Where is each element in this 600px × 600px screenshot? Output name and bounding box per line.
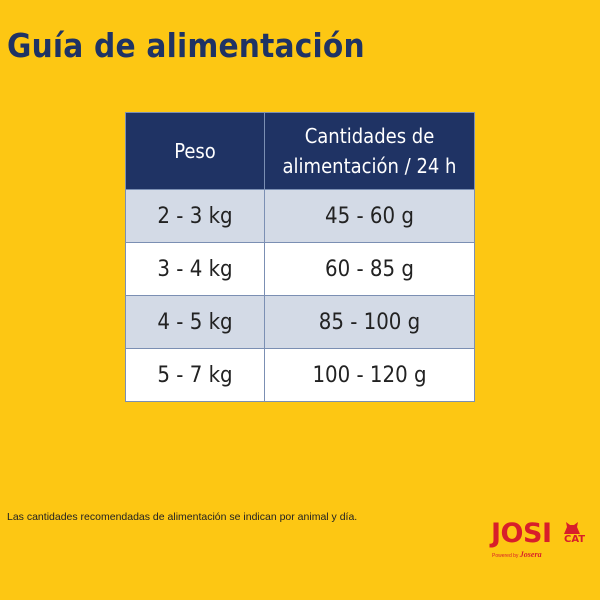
weight-cell: 4 - 5 kg bbox=[125, 295, 265, 349]
cat-icon bbox=[564, 522, 580, 534]
weight-cell: 2 - 3 kg bbox=[125, 189, 265, 243]
page-title: Guía de alimentación bbox=[7, 26, 365, 65]
logo-brand: JOSI bbox=[491, 518, 552, 549]
footnote: Las cantidades recomendadas de alimentac… bbox=[7, 511, 358, 523]
weight-cell: 3 - 4 kg bbox=[125, 242, 265, 296]
logo-powered-by: Powered by Josera bbox=[492, 551, 542, 560]
header-amount: Cantidades de alimentación / 24 h bbox=[264, 112, 475, 190]
amount-cell: 60 - 85 g bbox=[264, 242, 475, 296]
table-row: 4 - 5 kg 85 - 100 g bbox=[125, 295, 475, 349]
table-header-row: Peso Cantidades de alimentación / 24 h bbox=[125, 112, 475, 190]
maker-name: Josera bbox=[519, 550, 542, 559]
amount-cell: 100 - 120 g bbox=[264, 348, 475, 402]
table-row: 2 - 3 kg 45 - 60 g bbox=[125, 189, 475, 243]
table-row: 3 - 4 kg 60 - 85 g bbox=[125, 242, 475, 296]
feeding-table: Peso Cantidades de alimentación / 24 h 2… bbox=[125, 112, 475, 402]
table-row: 5 - 7 kg 100 - 120 g bbox=[125, 348, 475, 402]
amount-cell: 85 - 100 g bbox=[264, 295, 475, 349]
weight-cell: 5 - 7 kg bbox=[125, 348, 265, 402]
header-weight: Peso bbox=[125, 112, 265, 190]
logo-sub: CAT bbox=[564, 534, 586, 545]
josicat-logo: JOSI CAT Powered by Josera bbox=[491, 519, 591, 563]
powered-by-text: Powered by bbox=[492, 553, 519, 559]
amount-cell: 45 - 60 g bbox=[264, 189, 475, 243]
